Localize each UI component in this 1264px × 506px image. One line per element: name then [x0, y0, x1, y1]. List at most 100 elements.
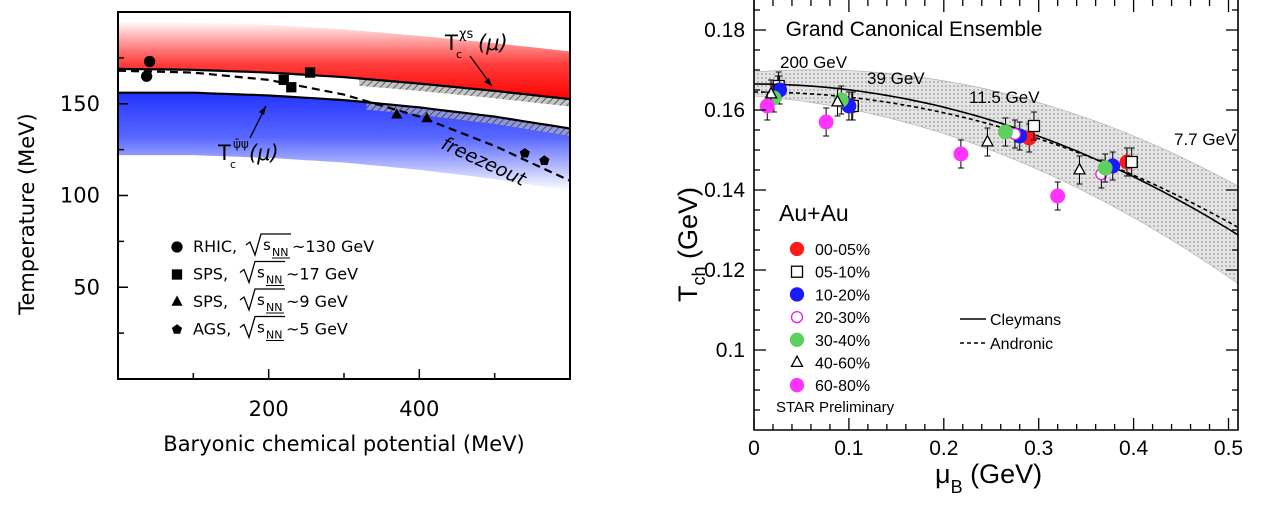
sqrt-sign	[239, 260, 285, 285]
left-point-square	[278, 74, 289, 86]
right-legend: 00-05% 05-10% 10-20% 20-30% 30-40% 40-60% 60-8…	[789, 241, 870, 395]
right-x-tick-label: 0.5	[1214, 437, 1243, 460]
data-point-05-10%	[1027, 119, 1041, 133]
legend-marker-circle	[171, 241, 183, 253]
tc-psi-label: T ψ̄ψ (μ) c	[217, 137, 279, 171]
tc-chis-band	[118, 21, 570, 100]
legend-label: 10-20%	[815, 287, 870, 304]
legend-energy: ~17 GeV	[286, 265, 358, 284]
left-point-circle	[143, 55, 156, 68]
legend-marker-triangle	[171, 295, 183, 306]
tc-psi-hatch	[366, 102, 570, 136]
right-frame	[753, 0, 1239, 431]
right-y-tick-label: 0.1	[716, 339, 745, 362]
sqrt-sign	[245, 233, 291, 258]
data-point-60-80%	[759, 98, 775, 114]
left-y-tick-label: 150	[60, 92, 100, 116]
data-point-40-60%	[764, 86, 778, 99]
energy-label-200: 200 GeV	[780, 53, 848, 72]
tc-chis-label: T χs (μ) c	[444, 27, 508, 61]
right-y-tick-label: 0.18	[704, 19, 745, 42]
svg-text:ψ̄ψ: ψ̄ψ	[233, 137, 249, 151]
system-label: Au+Au	[779, 200, 849, 226]
tc-chis-arrowhead	[484, 78, 492, 86]
legend-energy: ~5 GeV	[286, 320, 348, 339]
legend-marker-10-20%	[789, 287, 805, 302]
data-point-40-60%	[980, 134, 995, 147]
andronic-legend-label: Andronic	[990, 336, 1053, 353]
legend-marker-40-60%	[790, 354, 804, 367]
svg-text:c: c	[230, 158, 236, 171]
right-x-tick-label: 0.1	[834, 437, 863, 460]
svg-text:Tch (GeV): Tch (GeV)	[673, 187, 709, 302]
right-x-tick-label: 0.2	[929, 437, 958, 460]
legend-sqrt-s: s	[257, 264, 265, 282]
left-chart: 200 400 50 100 150 Baryonic chemical potenti…	[15, 11, 571, 456]
data-point-60-80%	[953, 146, 969, 162]
tc-chis-hatch	[359, 78, 570, 107]
left-point-square	[286, 82, 297, 93]
left-y-tick-label: 100	[60, 184, 100, 208]
data-point-30-40%	[1097, 160, 1113, 176]
left-point-pentagon	[539, 155, 550, 165]
svg-text:(μ): (μ)	[249, 141, 279, 165]
model-uncertainty-band	[754, 69, 1238, 284]
legend-marker-00-05%	[789, 241, 805, 257]
svg-text:c: c	[456, 48, 462, 61]
right-y-axis-title: Tch (GeV)	[673, 187, 709, 302]
legend-marker-05-10%	[790, 265, 804, 278]
left-point-pentagon	[519, 147, 530, 158]
legend-sqrt-sub: NN	[266, 274, 282, 287]
legend-sqrt-sub: NN	[266, 329, 282, 342]
right-x-tick-label: 0.4	[1119, 437, 1149, 460]
data-point-40-60%	[830, 94, 845, 107]
right-x-tick-label: 0	[748, 437, 760, 460]
left-point-triangle	[391, 108, 403, 119]
legend-label: 30-40%	[815, 333, 870, 350]
svg-text:μB (GeV): μB (GeV)	[935, 459, 1042, 497]
legend-energy: ~9 GeV	[286, 292, 348, 311]
legend-system: SPS,	[193, 292, 228, 311]
andronic-curve	[754, 91, 1238, 228]
left-x-axis-title: Baryonic chemical potential (MeV)	[163, 432, 524, 456]
legend-system: RHIC,	[193, 237, 237, 256]
legend-marker-30-40%	[789, 332, 805, 347]
legend-marker-60-80%	[789, 378, 805, 393]
data-point-60-80%	[818, 114, 834, 130]
freezeout-curve	[118, 69, 570, 182]
left-point-circle	[140, 70, 153, 82]
legend-marker-square	[171, 269, 183, 280]
legend-label: 00-05%	[815, 242, 870, 259]
left-x-tick-label: 400	[399, 397, 439, 421]
sqrt-sign	[239, 315, 285, 340]
legend-energy: ~130 GeV	[292, 237, 374, 256]
legend-sqrt-s: s	[263, 236, 271, 254]
data-point-05-10%	[1125, 155, 1138, 169]
svg-text:T: T	[217, 141, 231, 165]
cleymans-legend-label: Cleymans	[990, 312, 1061, 329]
right-y-tick-label: 0.16	[704, 99, 745, 122]
energy-label-11: 11.5 GeV	[969, 88, 1040, 107]
left-point-square	[304, 67, 316, 78]
legend-sqrt-sub: NN	[272, 246, 288, 259]
svg-text:χs: χs	[459, 27, 474, 42]
tc-psi-arrowhead	[259, 106, 266, 115]
right-chart: 0 0.1 0.2 0.3 0.4 0.5 0.1 0.12 0.14 0.16 0.18 Gran…	[673, 0, 1243, 497]
legend-sqrt-s: s	[257, 319, 265, 337]
energy-label-7: 7.7 GeV	[1174, 130, 1237, 149]
legend-sqrt-sub: NN	[266, 301, 282, 314]
legend-sqrt-s: s	[257, 291, 265, 309]
left-x-tick-label: 200	[249, 397, 289, 421]
data-point-60-80%	[1050, 188, 1066, 204]
data-point-30-40%	[998, 124, 1013, 140]
legend-label: 60-80%	[815, 378, 870, 395]
left-point-triangle	[421, 111, 433, 123]
right-y-tick-label: 0.12	[704, 259, 745, 282]
right-x-tick-label: 0.3	[1024, 437, 1053, 460]
legend-label: 20-30%	[815, 310, 870, 327]
preliminary-label: STAR Preliminary	[776, 399, 895, 416]
right-x-axis-title: μB (GeV)	[935, 459, 1042, 497]
right-y-tick-label: 0.14	[704, 179, 745, 202]
